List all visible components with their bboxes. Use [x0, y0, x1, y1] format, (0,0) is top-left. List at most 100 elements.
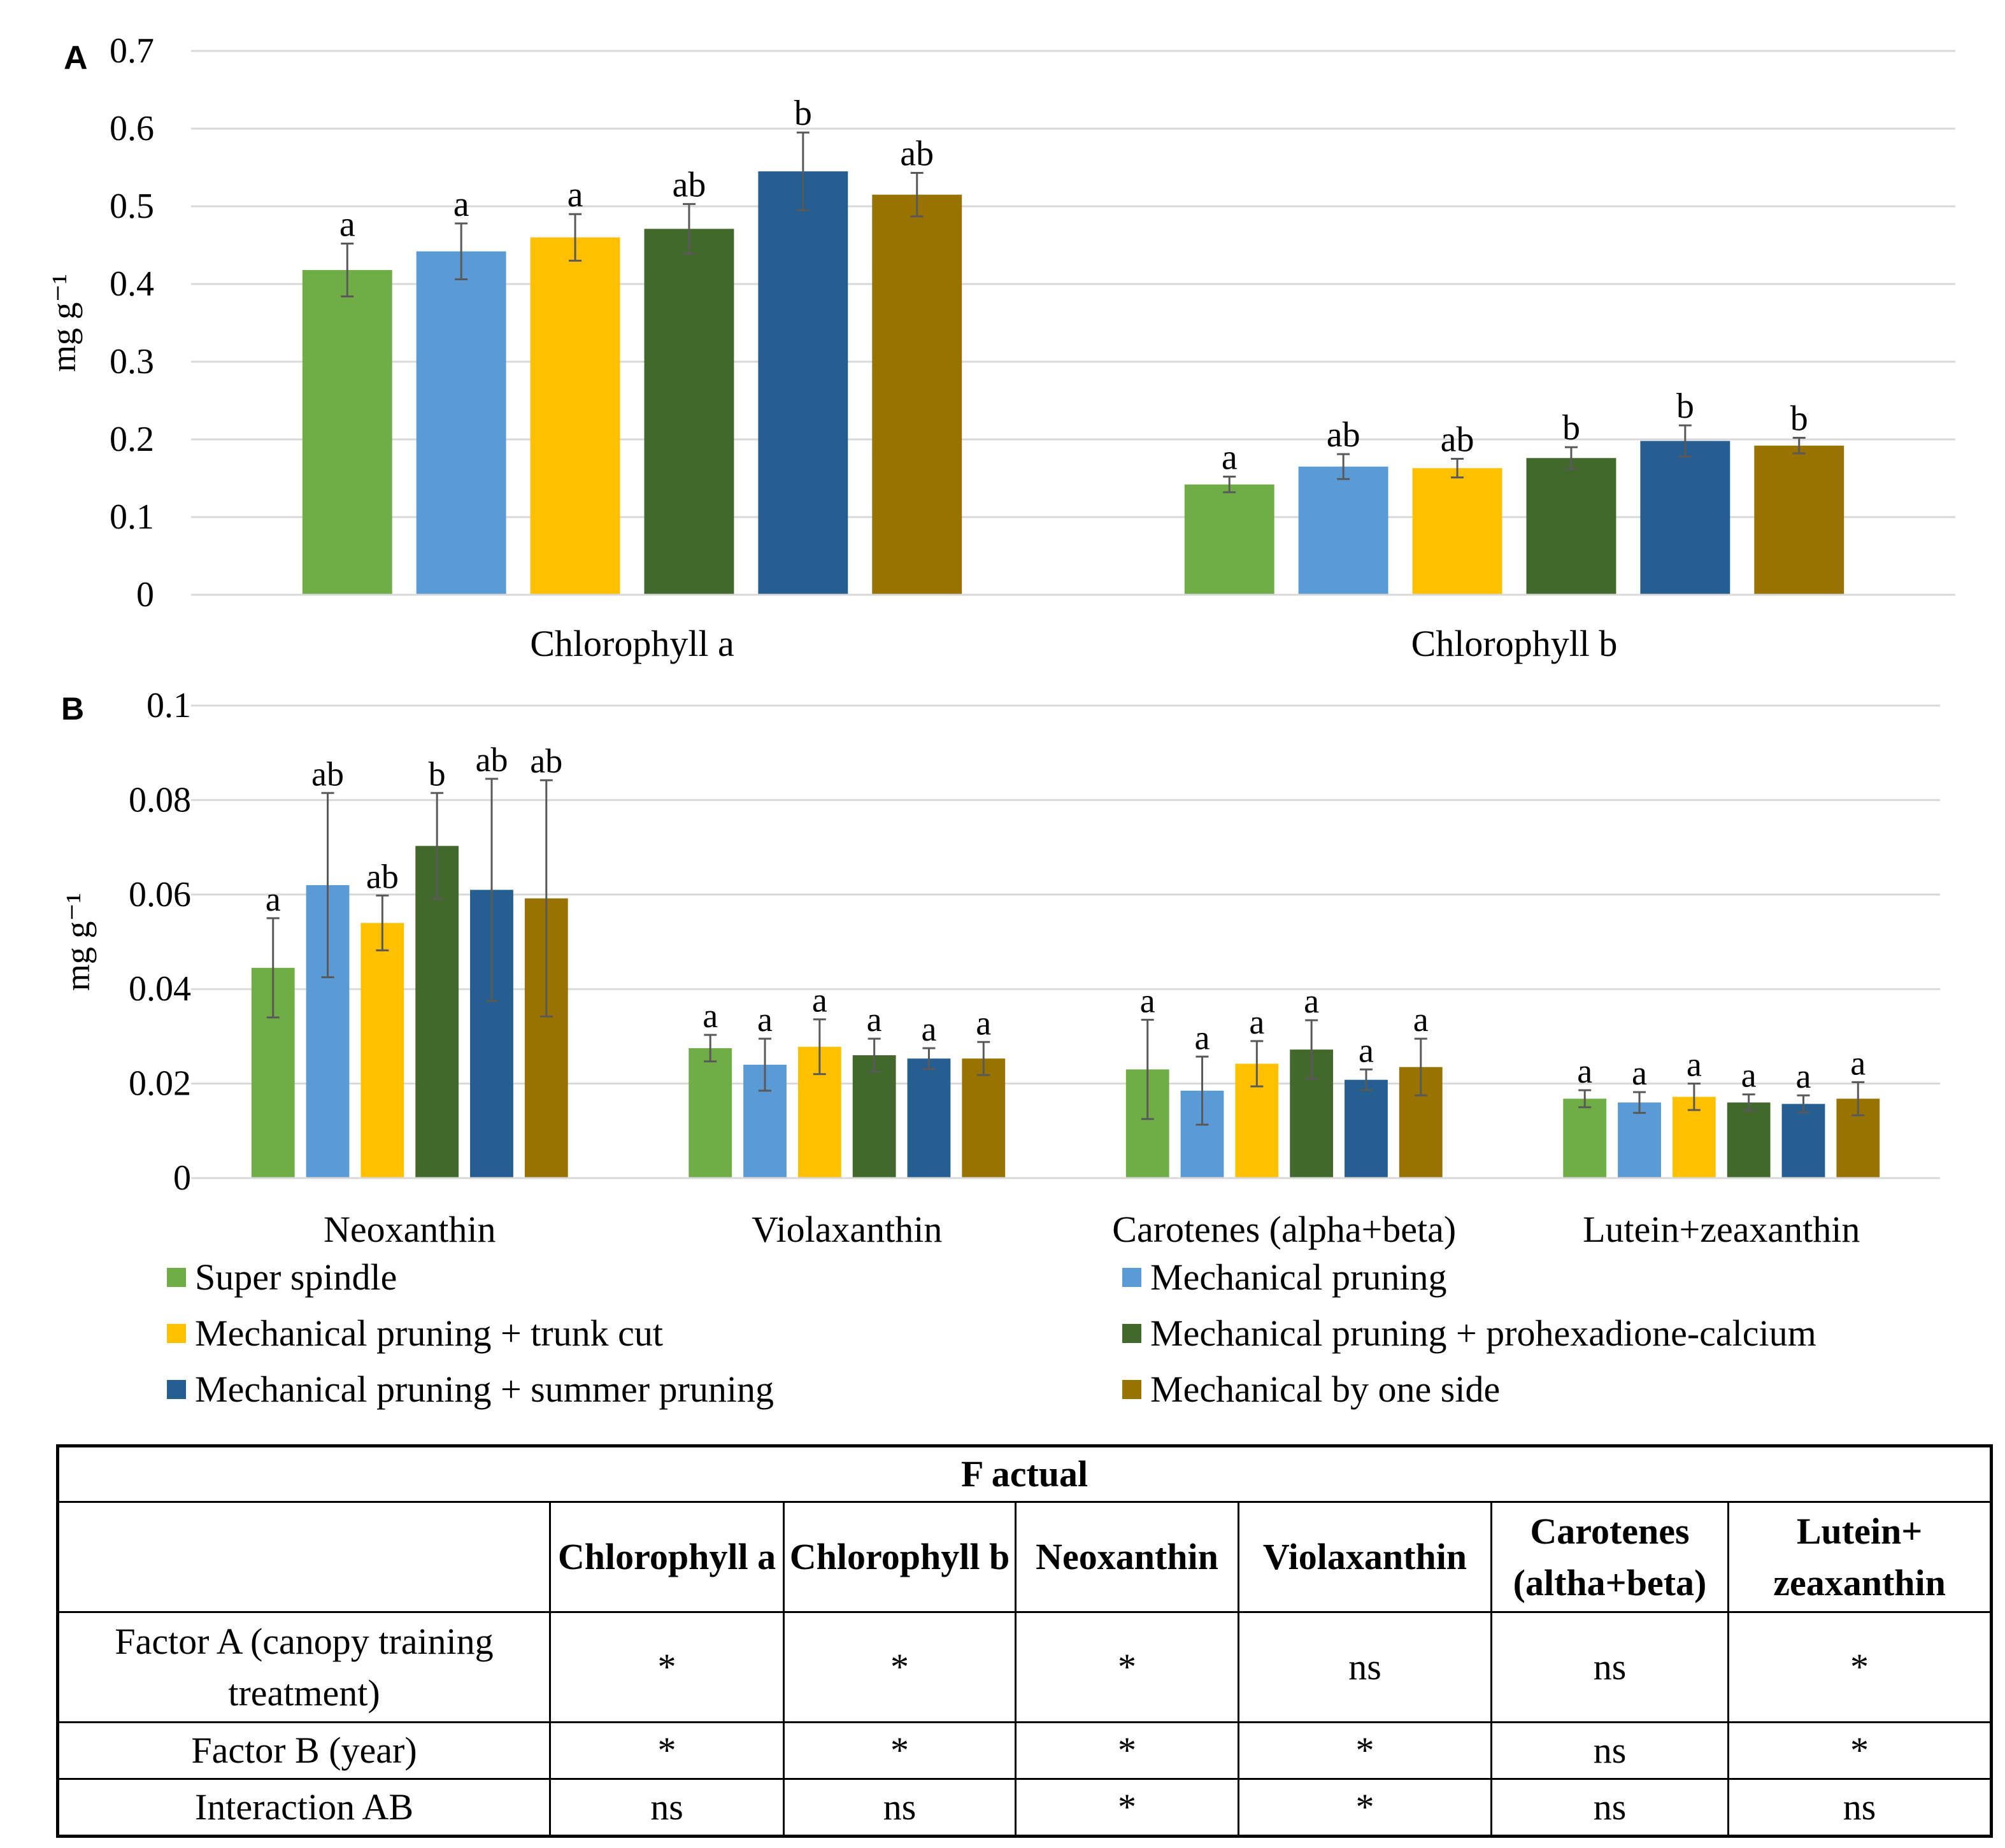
category-label: Neoxanthin: [324, 1209, 496, 1250]
table-cell: *: [1015, 1721, 1239, 1780]
table-row-label: Factor B (year): [57, 1721, 551, 1780]
category-label: Chlorophyll b: [1411, 623, 1618, 664]
significance-letter: a: [757, 1000, 773, 1039]
y-tick-label: 0: [173, 1158, 191, 1198]
factor-table: F actual Chlorophyll a Chlorophyll b Neo…: [56, 1444, 1994, 1838]
significance-letter: ab: [530, 742, 562, 780]
table-row: Factor A (canopy training treatment) * *…: [57, 1611, 1993, 1723]
significance-letter: ab: [366, 857, 399, 895]
table-header-cell: Violaxanthin: [1238, 1501, 1492, 1613]
significance-letter: a: [976, 1004, 991, 1042]
table-cell: *: [783, 1611, 1017, 1723]
bar: [1345, 1079, 1388, 1178]
bar: [852, 1055, 896, 1178]
y-tick-label: 0.1: [110, 497, 154, 537]
table-header-row: Chlorophyll a Chlorophyll b Neoxanthin V…: [57, 1501, 1993, 1613]
panel-label-a: A: [64, 39, 88, 76]
y-tick-label: 0.02: [129, 1064, 191, 1104]
y-axis-label: mg g⁻¹: [45, 274, 83, 372]
significance-letter: ab: [1327, 415, 1360, 455]
significance-letter: a: [1795, 1057, 1811, 1095]
table-cell: *: [1238, 1778, 1492, 1837]
significance-letter: a: [1850, 1044, 1866, 1082]
bar: [1412, 468, 1502, 595]
bar: [644, 229, 734, 595]
significance-letter: a: [453, 185, 469, 224]
significance-letter: ab: [311, 755, 344, 793]
table-header-cell: Chlorophyll a: [549, 1501, 785, 1613]
significance-letter: a: [1687, 1046, 1702, 1084]
table-cell: ns: [1490, 1611, 1729, 1723]
category-label: Chlorophyll a: [530, 623, 734, 664]
bar: [416, 251, 506, 595]
significance-letter: a: [1195, 1018, 1210, 1056]
table-cell: ns: [1490, 1778, 1729, 1837]
significance-letter: ab: [900, 134, 934, 174]
table-header-cell: Neoxanthin: [1015, 1501, 1239, 1613]
bar: [872, 194, 962, 595]
table-cell: *: [1727, 1721, 1993, 1780]
chart-a: 00.10.20.30.40.50.60.7mg g⁻¹aa a abbabChlo…: [45, 31, 1955, 664]
table-row-label: Factor A (canopy training treatment): [57, 1611, 551, 1723]
significance-letter: a: [1413, 1000, 1429, 1039]
significance-letter: a: [1741, 1056, 1757, 1095]
table-cell: ns: [1490, 1721, 1729, 1780]
y-tick-label: 0.08: [129, 780, 191, 820]
table-cell: *: [1015, 1611, 1239, 1723]
y-tick-label: 0.6: [110, 109, 154, 148]
bar: [1526, 458, 1616, 595]
y-tick-label: 0.06: [129, 875, 191, 914]
bar: [689, 1048, 732, 1178]
bar: [302, 270, 392, 595]
table-title: F actual: [56, 1445, 1993, 1503]
bar: [1754, 445, 1844, 595]
table-cell: *: [549, 1611, 785, 1723]
category-label: Violaxanthin: [752, 1209, 942, 1250]
significance-letter: a: [1140, 981, 1155, 1020]
table-row: Factor B (year) * * * * ns *: [57, 1721, 1993, 1780]
table-cell: ns: [549, 1778, 785, 1837]
significance-letter: b: [794, 94, 812, 133]
bar: [360, 923, 404, 1178]
bar: [1727, 1102, 1771, 1178]
bar: [530, 237, 620, 595]
table-header-empty: [57, 1501, 551, 1613]
table-row-label: Interaction AB: [57, 1778, 551, 1837]
table-cell: *: [1238, 1721, 1492, 1780]
bar: [1184, 484, 1274, 595]
panel-label-b: B: [61, 691, 84, 727]
significance-letter: a: [867, 1000, 882, 1039]
significance-letter: a: [266, 880, 281, 918]
table-cell: *: [1015, 1778, 1239, 1837]
y-tick-label: 0.7: [110, 31, 154, 71]
bar: [758, 171, 848, 595]
table-cell: ns: [783, 1778, 1017, 1837]
table-cell: *: [549, 1721, 785, 1780]
significance-letter: ab: [1441, 420, 1474, 460]
figure-canvas: A B 00.10.20.30.40.50.60.7mg g⁻¹aa a abbab…: [45, 31, 1955, 1250]
y-tick-label: 0.3: [110, 342, 154, 381]
bar: [907, 1058, 951, 1178]
table-row: Interaction AB ns ns * * ns ns: [57, 1778, 1993, 1837]
table-cell: *: [1727, 1611, 1993, 1723]
category-label: Lutein+zeaxanthin: [1583, 1209, 1860, 1250]
table-title-row: F actual: [56, 1445, 1993, 1503]
y-tick-label: 0.5: [110, 187, 154, 226]
table-cell: ns: [1238, 1611, 1492, 1723]
y-tick-label: 0.2: [110, 420, 154, 459]
significance-letter: a: [1359, 1031, 1374, 1069]
significance-letter: a: [921, 1010, 936, 1048]
significance-letter: a: [339, 205, 355, 245]
significance-letter: ab: [475, 741, 508, 779]
y-axis-label: mg g⁻¹: [59, 893, 97, 991]
table-cell: ns: [1727, 1778, 1993, 1837]
significance-letter: a: [1249, 1003, 1264, 1041]
significance-letter: a: [1222, 438, 1238, 478]
significance-letter: b: [1676, 387, 1694, 426]
bar: [1781, 1104, 1825, 1178]
y-tick-label: 0.1: [146, 686, 191, 725]
bar: [1298, 466, 1388, 595]
y-tick-label: 0: [136, 575, 154, 615]
significance-letter: b: [429, 755, 446, 793]
bar: [962, 1058, 1006, 1178]
